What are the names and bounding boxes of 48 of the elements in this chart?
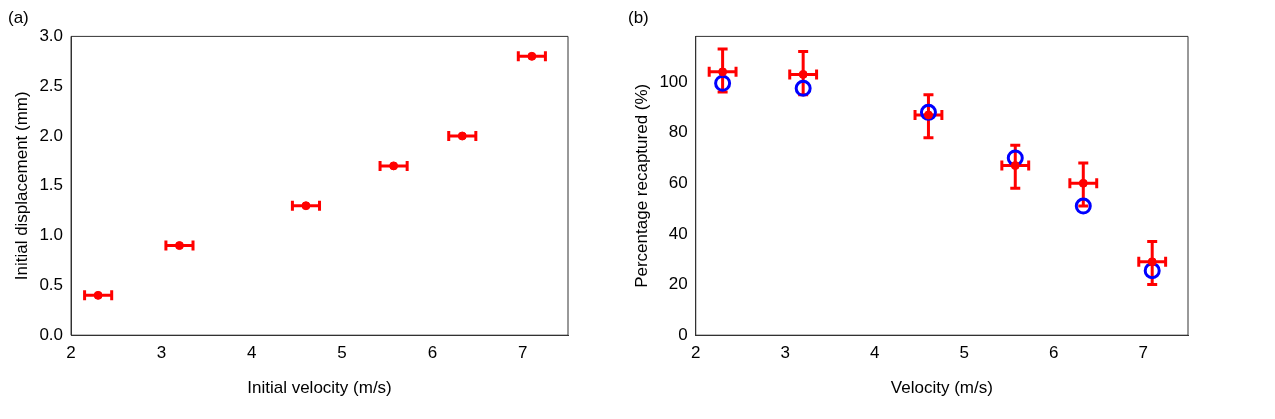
point: [1010, 161, 1020, 171]
x-tick-label: 4: [247, 343, 257, 363]
point: [389, 161, 399, 171]
y-axis-title: Percentage recaptured (%): [631, 83, 651, 288]
chart-title: (a): [8, 7, 29, 27]
x-tick-label: 6: [1049, 343, 1059, 363]
point: [1143, 262, 1161, 280]
x-tick-label: 2: [66, 343, 76, 363]
x-tick-label: 2: [691, 343, 701, 363]
x-tick-label: 4: [870, 343, 880, 363]
point: [174, 241, 184, 251]
point: [93, 290, 103, 300]
y-tick-label: 1.5: [39, 175, 64, 195]
point: [1147, 257, 1157, 267]
point: [527, 51, 537, 61]
x-tick-label: 3: [156, 343, 167, 363]
point: [1006, 149, 1024, 167]
y-tick-label: 60: [668, 172, 688, 192]
y-tick-label: 40: [668, 223, 688, 243]
point: [1078, 178, 1088, 188]
y-tick-label: 100: [659, 71, 688, 91]
y-tick-label: 20: [668, 274, 688, 294]
y-axis-title: Initial displacement (mm): [11, 91, 31, 281]
x-tick-label: 6: [427, 343, 438, 363]
x-tick-label: 5: [959, 343, 969, 363]
point: [718, 67, 728, 77]
point: [794, 79, 812, 97]
point: [1074, 197, 1092, 215]
point: [919, 103, 937, 121]
x-tick-label: 7: [518, 343, 528, 363]
point: [714, 74, 732, 92]
x-tick-label: 3: [780, 343, 790, 363]
y-tick-label: 0.5: [39, 275, 64, 295]
y-tick-label: 2.0: [39, 125, 64, 145]
x-tick-label: 5: [337, 343, 347, 363]
y-tick-label: 3.0: [39, 26, 64, 46]
point: [457, 131, 467, 141]
y-tick-label: 80: [668, 122, 688, 142]
x-axis-title: Initial velocity (m/s): [247, 378, 392, 398]
x-tick-label: 7: [1138, 343, 1148, 363]
x-axis-title: Velocity (m/s): [890, 378, 993, 398]
point: [301, 201, 311, 211]
y-tick-label: 2.5: [39, 75, 64, 95]
point: [798, 69, 808, 79]
y-tick-label: 1.0: [39, 225, 64, 245]
y-tick-label: 0: [678, 324, 688, 344]
y-tick-label: 0.0: [39, 324, 64, 344]
chart-title: (b): [628, 7, 649, 27]
